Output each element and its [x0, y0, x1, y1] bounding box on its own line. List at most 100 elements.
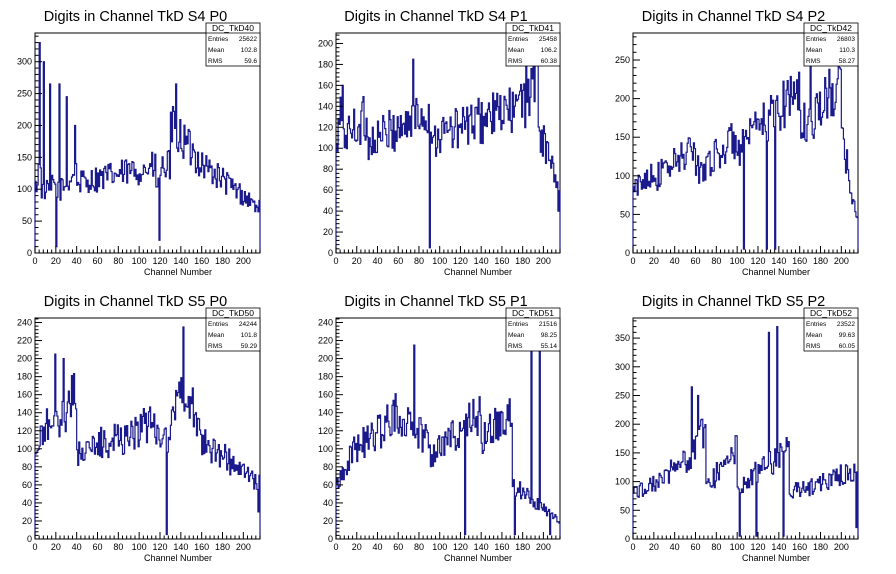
- chart-title: Digits in Channel TkD S4 P0: [44, 9, 228, 25]
- stats-label: RMS: [806, 58, 821, 65]
- stats-label: Mean: [208, 332, 225, 339]
- histogram-panel-5: Digits in Channel TkD S5 P1 0 20 40 60 80 100 1…: [318, 294, 561, 563]
- stats-value: 99.63: [839, 332, 856, 339]
- y-tick-label: 50: [620, 505, 630, 515]
- stats-value: 58.27: [839, 58, 856, 65]
- y-tick-label: 60: [323, 480, 333, 490]
- stats-box: [205, 22, 261, 67]
- y-tick-label: 180: [318, 59, 333, 69]
- y-tick-label: 240: [318, 318, 333, 328]
- histogram-series: [34, 326, 261, 539]
- x-tick-label: 40: [372, 542, 382, 552]
- stats-value: 21516: [539, 321, 557, 328]
- chart-title: Digits in Channel TkD S4 P1: [344, 9, 528, 25]
- x-tick-label: 20: [352, 542, 362, 552]
- y-tick-label: 0: [328, 534, 333, 544]
- y-tick-label: 50: [22, 216, 32, 226]
- stats-label: Mean: [806, 47, 823, 54]
- stats-box: [803, 307, 859, 352]
- stats-label: RMS: [806, 343, 821, 350]
- histogram-panel-1: Digits in Channel TkD S4 P0 0 20 40 60 80 100 1…: [17, 9, 261, 277]
- x-tick-label: 180: [215, 256, 230, 266]
- y-tick-label: 180: [17, 372, 32, 382]
- x-axis-label: Channel Number: [742, 553, 810, 563]
- x-tick-label: 20: [51, 542, 61, 552]
- x-tick-label: 80: [113, 256, 123, 266]
- x-tick-label: 140: [771, 542, 786, 552]
- stats-box: [505, 22, 561, 67]
- y-tick-label: 0: [27, 248, 32, 258]
- x-tick-label: 0: [630, 256, 635, 266]
- x-axis-label: Channel Number: [144, 553, 212, 563]
- y-tick-label: 160: [318, 390, 333, 400]
- x-tick-label: 60: [92, 542, 102, 552]
- histogram-series: [632, 326, 859, 539]
- y-tick-label: 20: [323, 227, 333, 237]
- x-tick-label: 100: [432, 256, 447, 266]
- x-tick-label: 60: [690, 256, 700, 266]
- stats-value: 55.14: [541, 343, 558, 350]
- y-tick-label: 80: [22, 462, 32, 472]
- y-tick-label: 200: [318, 354, 333, 364]
- stats-value: 102.8: [241, 47, 258, 54]
- y-tick-label: 200: [615, 94, 630, 104]
- y-tick-label: 350: [615, 333, 630, 343]
- y-tick-label: 160: [318, 80, 333, 90]
- x-tick-label: 120: [152, 256, 167, 266]
- y-tick-label: 200: [615, 419, 630, 429]
- x-tick-label: 20: [51, 256, 61, 266]
- y-tick-label: 60: [22, 480, 32, 490]
- histogram-series: [335, 321, 561, 539]
- chart-title: Digits in Channel TkD S4 P2: [642, 9, 826, 25]
- stats-histogram-name: DC_TkD40: [212, 23, 254, 33]
- x-axis-label: Channel Number: [444, 553, 512, 563]
- x-tick-label: 160: [792, 256, 807, 266]
- x-tick-label: 40: [72, 256, 82, 266]
- x-tick-label: 80: [113, 542, 123, 552]
- x-tick-label: 200: [236, 256, 251, 266]
- x-tick-label: 200: [834, 542, 849, 552]
- stats-histogram-name: DC_TkD50: [212, 308, 254, 318]
- stats-value: 110.3: [839, 47, 855, 54]
- y-tick-label: 50: [620, 209, 630, 219]
- x-tick-label: 120: [750, 542, 765, 552]
- stats-histogram-name: DC_TkD42: [810, 23, 852, 33]
- y-tick-label: 20: [323, 516, 333, 526]
- stats-value: 60.38: [541, 58, 558, 65]
- stats-value: 26803: [837, 36, 855, 43]
- x-tick-label: 180: [813, 256, 828, 266]
- x-tick-label: 140: [474, 542, 489, 552]
- stats-box: [205, 307, 261, 352]
- x-tick-label: 200: [834, 256, 849, 266]
- x-tick-label: 100: [432, 542, 447, 552]
- y-tick-label: 100: [615, 477, 630, 487]
- x-tick-label: 80: [414, 542, 424, 552]
- y-tick-label: 100: [17, 184, 32, 194]
- x-tick-label: 20: [649, 256, 659, 266]
- stats-box: [505, 307, 561, 352]
- y-tick-label: 220: [318, 336, 333, 346]
- y-tick-label: 160: [17, 390, 32, 400]
- y-tick-label: 150: [17, 152, 32, 162]
- y-tick-label: 20: [22, 516, 32, 526]
- stats-value: 23522: [837, 321, 855, 328]
- y-tick-label: 40: [323, 206, 333, 216]
- y-tick-label: 120: [318, 122, 333, 132]
- chart-title: Digits in Channel TkD S5 P0: [44, 294, 228, 310]
- stats-label: Entries: [806, 321, 827, 328]
- stats-label: RMS: [508, 343, 523, 350]
- y-tick-label: 80: [323, 462, 333, 472]
- y-tick-label: 100: [17, 444, 32, 454]
- x-tick-label: 80: [711, 542, 721, 552]
- x-tick-label: 200: [536, 256, 551, 266]
- x-axis-label: Channel Number: [742, 267, 810, 277]
- x-tick-label: 80: [414, 256, 424, 266]
- x-tick-label: 140: [771, 256, 786, 266]
- y-tick-label: 220: [17, 336, 32, 346]
- x-tick-label: 60: [690, 542, 700, 552]
- x-tick-label: 20: [649, 542, 659, 552]
- stats-value: 25622: [239, 36, 257, 43]
- stats-label: Mean: [208, 47, 225, 54]
- stats-label: RMS: [208, 58, 223, 65]
